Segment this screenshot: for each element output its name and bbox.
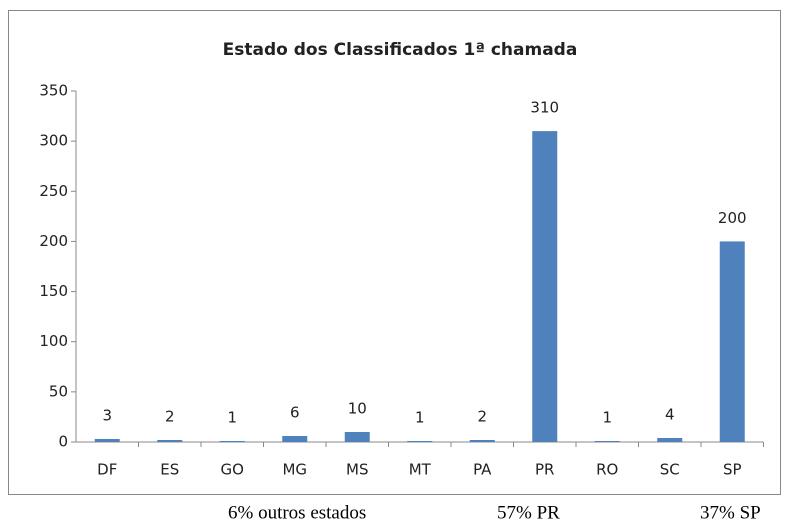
annotation: 57% PR [497,502,560,523]
x-tick-label: SP [723,461,742,479]
data-label: 2 [477,407,487,425]
y-tick-label: 300 [39,132,68,150]
y-tick-label: 100 [39,332,68,350]
bar [94,438,120,442]
bar [532,131,558,442]
y-tick-label: 0 [58,433,68,451]
x-tick-label: DF [97,461,117,479]
bar [157,439,183,442]
bar [594,440,620,442]
y-tick-label: 350 [39,82,68,100]
data-label: 2 [165,407,175,425]
x-tick-label: SC [660,461,680,479]
annotation: 37% SP [700,502,761,523]
bar [719,241,745,442]
bar [657,437,683,442]
x-tick-label: RO [596,461,618,479]
data-label: 10 [348,399,367,417]
bar [407,440,433,442]
y-tick-label: 150 [39,282,68,300]
x-tick-label: PR [535,461,554,479]
annotation: 6% outros estados [228,502,366,523]
data-label: 3 [102,406,112,424]
bar [344,431,370,442]
bar [219,440,245,442]
bar [282,435,308,442]
data-label: 1 [602,408,612,426]
data-label: 1 [415,408,425,426]
data-label: 4 [665,405,675,423]
x-tick-label: MT [409,461,432,479]
data-label: 310 [530,99,559,117]
data-label: 200 [718,209,747,227]
data-label: 1 [227,408,237,426]
x-tick-label: ES [160,461,179,479]
x-tick-label: MS [346,461,368,479]
x-tick-label: MG [282,461,307,479]
x-tick-label: PA [473,461,492,479]
y-tick-label: 200 [39,232,68,250]
chart-frame [8,10,781,495]
y-tick-label: 50 [49,382,68,400]
bar [469,439,495,442]
y-tick-label: 250 [39,182,68,200]
x-tick-label: GO [221,461,244,479]
data-label: 6 [290,403,300,421]
chart-title: Estado dos Classificados 1ª chamada [223,40,578,60]
